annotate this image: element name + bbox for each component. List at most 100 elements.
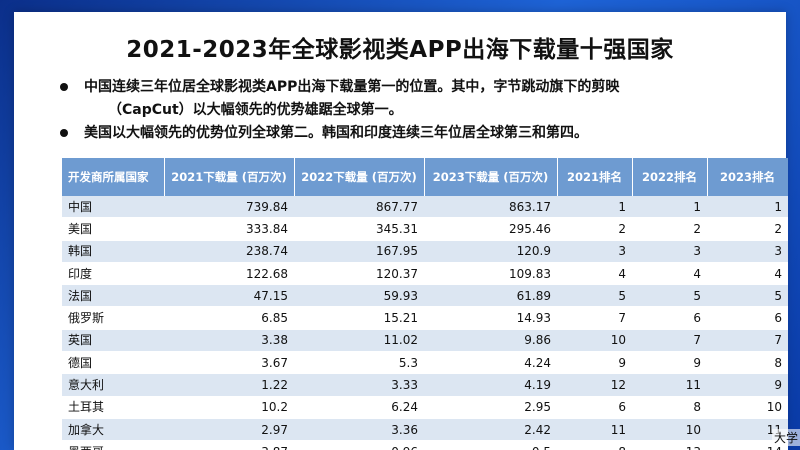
value-cell: 12 [557, 373, 632, 397]
value-cell: 4 [557, 262, 632, 286]
country-cell: 美国 [62, 217, 164, 241]
value-cell: 1 [557, 196, 632, 219]
value-cell: 5 [557, 284, 632, 308]
column-header: 2021下载量 (百万次) [164, 158, 295, 196]
country-cell: 意大利 [62, 373, 164, 397]
value-cell: 2 [632, 217, 707, 241]
column-header: 2022排名 [632, 158, 708, 196]
value-cell: 120.9 [424, 240, 557, 263]
value-cell: 3.87 [164, 440, 294, 450]
value-cell: 1 [707, 196, 788, 219]
value-cell: 8 [557, 440, 632, 450]
value-cell: 9 [557, 351, 632, 375]
country-cell: 印度 [62, 262, 164, 286]
value-cell: 120.37 [294, 262, 424, 286]
value-cell: 4.24 [424, 351, 557, 375]
table-row: 韩国 238.74 167.95 120.9 3 3 3 [62, 240, 788, 263]
country-cell: 法国 [62, 284, 164, 308]
corner-label: 大学 [771, 429, 800, 446]
value-cell: 14 [707, 440, 788, 450]
value-cell: 9 [707, 373, 788, 397]
value-cell: 122.68 [164, 262, 294, 286]
bullet-dot-icon [60, 83, 68, 91]
table-row: 墨西哥3.870.960.581314 [62, 440, 788, 450]
slide: 2021-2023年全球影视类APP出海下载量十强国家 中国连续三年位居全球影视… [14, 12, 788, 450]
value-cell: 4 [707, 262, 788, 286]
table-row: 法国 47.15 59.93 61.89 5 5 5 [62, 284, 788, 308]
value-cell: 7 [632, 329, 707, 353]
value-cell: 8 [707, 351, 788, 375]
table-header-row: 开发商所属国家 2021下载量 (百万次) 2022下载量 (百万次) 2023下载量… [62, 158, 788, 196]
value-cell: 8 [632, 396, 707, 419]
value-cell: 3 [707, 240, 788, 263]
value-cell: 7 [557, 306, 632, 330]
table-row: 土耳其 10.2 6.24 2.95 6 8 10 [62, 396, 788, 419]
value-cell: 14.93 [424, 306, 557, 330]
value-cell: 0.96 [294, 440, 424, 450]
value-cell: 3.33 [294, 373, 424, 397]
value-cell: 9.86 [424, 329, 557, 353]
bullet-list: 中国连续三年位居全球影视类APP出海下载量第一的位置。其中，字节跳动旗下的剪映 … [60, 76, 760, 145]
country-cell: 中国 [62, 196, 164, 219]
value-cell: 739.84 [164, 196, 294, 219]
value-cell: 2.95 [424, 396, 557, 419]
table-row: 美国 333.84 345.31 295.46 2 2 2 [62, 217, 788, 241]
value-cell: 10 [632, 418, 707, 442]
country-cell: 韩国 [62, 240, 164, 263]
value-cell: 4.19 [424, 373, 557, 397]
value-cell: 6 [557, 396, 632, 419]
country-cell: 英国 [62, 329, 164, 353]
download-ranking-table: 开发商所属国家 2021下载量 (百万次) 2022下载量 (百万次) 2023下载量… [62, 158, 788, 450]
value-cell: 2 [557, 217, 632, 241]
value-cell: 3.36 [294, 418, 424, 442]
value-cell: 5 [632, 284, 707, 308]
value-cell: 7 [707, 329, 788, 353]
value-cell: 6.85 [164, 306, 294, 330]
value-cell: 47.15 [164, 284, 294, 308]
value-cell: 6 [707, 306, 788, 330]
table-row: 英国 3.38 11.02 9.86 10 7 7 [62, 329, 788, 353]
value-cell: 10 [557, 329, 632, 353]
value-cell: 15.21 [294, 306, 424, 330]
slide-title: 2021-2023年全球影视类APP出海下载量十强国家 [126, 37, 674, 63]
value-cell: 2.42 [424, 418, 557, 442]
value-cell: 11.02 [294, 329, 424, 353]
table-row: 印度 122.68 120.37 109.83 4 4 4 [62, 262, 788, 286]
column-header: 开发商所属国家 [62, 158, 165, 196]
value-cell: 6 [632, 306, 707, 330]
bullet-item-2: 美国以大幅领先的优势位列全球第二。韩国和印度连续三年位居全球第三和第四。 [60, 122, 760, 145]
value-cell: 3.67 [164, 351, 294, 375]
value-cell: 5 [707, 284, 788, 308]
bullet-1-line-2: （CapCut）以大幅领先的优势雄踞全球第一。 [108, 102, 403, 118]
country-cell: 墨西哥 [62, 440, 164, 450]
value-cell: 3 [557, 240, 632, 263]
bullet-item-1: 中国连续三年位居全球影视类APP出海下载量第一的位置。其中，字节跳动旗下的剪映 … [60, 76, 760, 122]
value-cell: 867.77 [294, 196, 424, 219]
value-cell: 167.95 [294, 240, 424, 263]
value-cell: 2 [707, 217, 788, 241]
value-cell: 238.74 [164, 240, 294, 263]
table-row: 俄罗斯 6.85 15.21 14.93 7 6 6 [62, 306, 788, 330]
value-cell: 13 [632, 440, 707, 450]
value-cell: 11 [557, 418, 632, 442]
value-cell: 61.89 [424, 284, 557, 308]
column-header: 2021排名 [557, 158, 633, 196]
table-body: 中国 739.84 867.77 863.17 1 1 1 美国 333.84 345.31 295… [62, 196, 788, 450]
value-cell: 109.83 [424, 262, 557, 286]
bullet-2-line-1: 美国以大幅领先的优势位列全球第二。韩国和印度连续三年位居全球第三和第四。 [84, 125, 588, 141]
value-cell: 4 [632, 262, 707, 286]
value-cell: 2.97 [164, 418, 294, 442]
country-cell: 俄罗斯 [62, 306, 164, 330]
column-header: 2022下载量 (百万次) [294, 158, 425, 196]
value-cell: 59.93 [294, 284, 424, 308]
value-cell: 6.24 [294, 396, 424, 419]
value-cell: 1.22 [164, 373, 294, 397]
value-cell: 3.38 [164, 329, 294, 353]
value-cell: 333.84 [164, 217, 294, 241]
value-cell: 11 [632, 373, 707, 397]
value-cell: 5.3 [294, 351, 424, 375]
country-cell: 德国 [62, 351, 164, 375]
value-cell: 3 [632, 240, 707, 263]
